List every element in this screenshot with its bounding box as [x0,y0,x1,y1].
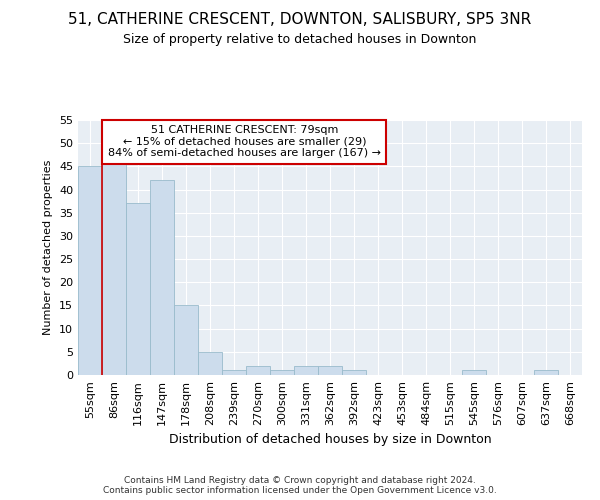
Bar [270,370,294,375]
Bar [318,366,342,375]
Bar [342,370,366,375]
Bar [246,366,270,375]
Bar [198,352,222,375]
Text: 51 CATHERINE CRESCENT: 79sqm
← 15% of detached houses are smaller (29)
84% of se: 51 CATHERINE CRESCENT: 79sqm ← 15% of de… [108,125,381,158]
Bar [150,180,174,375]
Bar [222,370,246,375]
Text: 51, CATHERINE CRESCENT, DOWNTON, SALISBURY, SP5 3NR: 51, CATHERINE CRESCENT, DOWNTON, SALISBU… [68,12,532,28]
Bar [534,370,558,375]
X-axis label: Distribution of detached houses by size in Downton: Distribution of detached houses by size … [169,434,491,446]
Text: Size of property relative to detached houses in Downton: Size of property relative to detached ho… [124,32,476,46]
Bar [174,306,198,375]
Bar [126,204,150,375]
Bar [462,370,486,375]
Bar [102,162,126,375]
Bar [78,166,102,375]
Y-axis label: Number of detached properties: Number of detached properties [43,160,53,335]
Text: Contains HM Land Registry data © Crown copyright and database right 2024.
Contai: Contains HM Land Registry data © Crown c… [103,476,497,495]
Bar [294,366,318,375]
